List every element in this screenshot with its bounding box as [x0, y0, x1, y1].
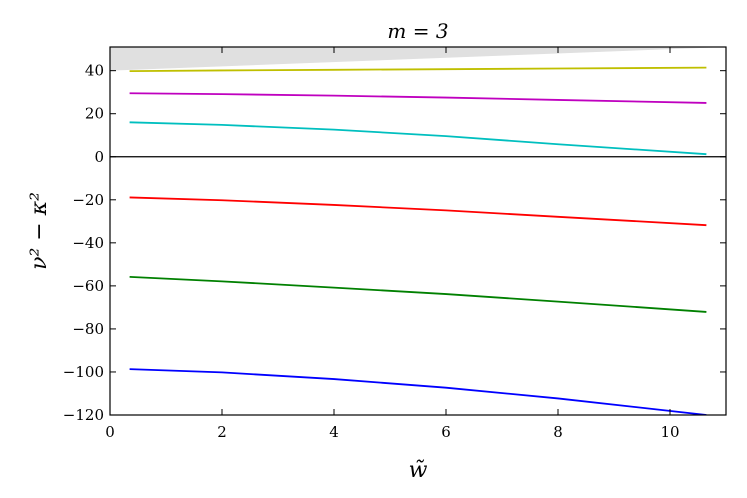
x-tick-label: 4: [329, 423, 339, 441]
x-tick-label: 2: [217, 423, 227, 441]
x-tick-label: 10: [660, 423, 679, 441]
y-tick-label: −120: [63, 406, 104, 424]
x-axis-title: w̃: [409, 458, 428, 483]
series-line-2: [129, 92, 707, 104]
x-tick-label: 8: [553, 423, 563, 441]
x-tick-label: 0: [105, 423, 115, 441]
axes: 0 2 4 6 8 10 −120 −100 −80 −60 −40 −20 0 20 40: [63, 46, 727, 441]
y-tick-label: 0: [94, 148, 104, 166]
plot-area: [110, 47, 726, 415]
y-tick-label: 40: [85, 62, 104, 80]
y-tick-label: −40: [72, 234, 104, 252]
y-axis-title: ν² − κ²: [27, 192, 52, 270]
y-tick-label: −20: [72, 191, 104, 209]
shaded-region: [110, 47, 726, 71]
plot-frame: [109, 46, 727, 416]
series-line-4: [129, 196, 707, 227]
series-line-3: [129, 121, 707, 156]
y-tick-label: −100: [63, 363, 104, 381]
y-tick-label: −80: [72, 320, 104, 338]
series-line-5: [129, 275, 707, 313]
y-tick-label: 20: [85, 105, 104, 123]
y-tick-label: −60: [72, 277, 104, 295]
series-line-1: [129, 66, 707, 72]
plot-inner: [110, 47, 726, 415]
x-tick-label: 6: [441, 423, 451, 441]
series-line-6: [129, 368, 707, 415]
chart-title: m = 3: [387, 19, 448, 43]
